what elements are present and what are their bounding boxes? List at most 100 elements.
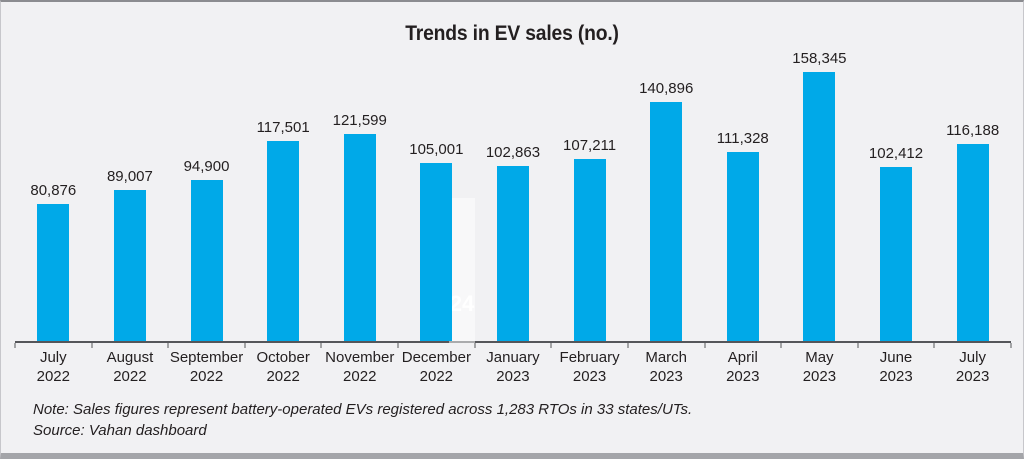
bar <box>573 159 606 341</box>
bar <box>343 134 376 341</box>
bar <box>267 141 300 341</box>
x-tick-label: December 2022 <box>398 348 475 386</box>
bar-column: 116,188 <box>934 122 1011 341</box>
footnotes: Note: Sales figures represent battery-op… <box>33 399 1023 441</box>
x-tick-label-line: 2022 <box>189 368 224 385</box>
bar <box>650 102 683 341</box>
bar-value-label: 94,900 <box>183 158 230 175</box>
x-tick-label-line: 2023 <box>879 368 913 385</box>
bar-column: 80,876 <box>15 182 92 341</box>
x-tick-label: July 2022 <box>15 348 92 386</box>
axis-tick <box>933 343 935 348</box>
x-tick-label-line: May <box>805 349 834 366</box>
bar-column: 158,345 <box>781 50 858 341</box>
x-tick-label: July 2023 <box>934 348 1011 386</box>
bar-value-label: 105,001 <box>409 141 464 158</box>
bar-value-label: 158,345 <box>792 50 847 67</box>
x-tick-label-line: 2023 <box>572 368 607 385</box>
x-tick-label: April 2023 <box>704 348 781 386</box>
bar-column: 140,896 <box>628 80 705 341</box>
x-tick-label-line: February <box>559 349 620 366</box>
bar <box>190 180 223 341</box>
x-tick-label: January 2023 <box>475 348 552 386</box>
bar-chart: 80,876 89,007 94,900 117,501 121,599 105,001 1… <box>14 50 1012 386</box>
x-tick-label-line: 2023 <box>802 368 837 385</box>
x-tick-label-line: 2022 <box>419 368 454 385</box>
x-tick-label-line: July <box>39 349 67 366</box>
axis-tick <box>14 343 16 348</box>
x-axis-line <box>14 341 1012 348</box>
x-tick-label-line: June <box>879 349 913 366</box>
bar <box>726 152 759 341</box>
x-tick-label: March 2023 <box>628 348 705 386</box>
bar <box>496 166 529 341</box>
x-tick-label-line: 2023 <box>649 368 683 385</box>
axis-tick <box>397 343 399 348</box>
bar-value-label: 140,896 <box>639 80 694 97</box>
bar <box>420 163 453 341</box>
bar-column: 111,328 <box>704 130 781 341</box>
x-tick-label-line: July <box>959 349 986 366</box>
x-tick-label-line: March <box>645 349 688 366</box>
x-tick-label-line: September <box>169 349 244 366</box>
x-tick-label-line: 2023 <box>726 368 760 385</box>
axis-tick <box>320 343 322 348</box>
watermark-band: 24 <box>449 198 475 343</box>
x-tick-label-line: 2023 <box>955 368 990 385</box>
source-text: Source: Vahan dashboard <box>33 422 207 439</box>
bar-value-label: 116,188 <box>946 122 1000 139</box>
bar-column: 94,900 <box>168 158 245 341</box>
x-tick-label-line: 2023 <box>496 368 530 385</box>
x-tick-label: May 2023 <box>781 348 858 386</box>
bar-value-label: 111,328 <box>716 130 769 147</box>
x-tick-label-line: 2022 <box>113 368 147 385</box>
x-tick-label-line: November <box>325 349 395 366</box>
bar-value-label: 102,412 <box>868 145 924 162</box>
x-tick-label: November 2022 <box>321 348 398 386</box>
bar-value-label: 121,599 <box>332 112 387 129</box>
bar-column: 105,001 <box>398 141 475 341</box>
axis-tick <box>780 343 782 348</box>
chart-title: Trends in EV sales (no.) <box>405 22 619 45</box>
watermark-page-number: 24 <box>449 291 475 316</box>
bar-column: 102,412 <box>858 145 935 341</box>
bar <box>803 72 836 341</box>
axis-tick <box>167 343 169 348</box>
axis-tick <box>474 343 476 348</box>
bar-value-label: 102,863 <box>485 144 541 161</box>
x-tick-label-line: August <box>106 349 154 366</box>
bar-column: 102,863 <box>475 144 552 341</box>
note-text: Note: Sales figures represent battery-op… <box>33 401 693 418</box>
axis-tick <box>857 343 859 348</box>
x-tick-label-line: 2022 <box>36 368 70 385</box>
x-tick-label: June 2023 <box>858 348 935 386</box>
x-tick-label: September 2022 <box>168 348 245 386</box>
x-tick-label-line: 2022 <box>266 368 300 385</box>
bar-column: 107,211 <box>551 137 628 341</box>
x-tick-label-line: January <box>486 349 540 366</box>
bar-value-label: 80,876 <box>30 182 77 199</box>
x-tick-label-line: October <box>256 349 310 366</box>
bar-value-label: 89,007 <box>106 168 153 185</box>
x-tick-label: October 2022 <box>245 348 322 386</box>
bar-value-label: 117,501 <box>256 119 310 136</box>
bar <box>113 190 146 341</box>
bar-value-label: 107,211 <box>563 137 617 154</box>
axis-tick <box>627 343 629 348</box>
axis-tick <box>244 343 246 348</box>
x-tick-label: February 2023 <box>551 348 628 386</box>
axis-tick <box>550 343 552 348</box>
axis-tick <box>1010 343 1012 348</box>
bar-columns: 80,876 89,007 94,900 117,501 121,599 105,001 1… <box>15 50 1011 341</box>
x-axis-labels: July 2022 August 2022 September 2022 October 20… <box>15 348 1011 386</box>
bar-column: 121,599 <box>321 112 398 341</box>
axis-tick <box>91 343 93 348</box>
bar <box>956 144 989 341</box>
bar <box>880 167 912 341</box>
bar <box>37 204 70 341</box>
x-tick-label: August 2022 <box>92 348 169 386</box>
bar-column: 89,007 <box>92 168 169 341</box>
x-tick-label-line: December <box>401 349 471 366</box>
bar-column: 117,501 <box>245 119 322 341</box>
